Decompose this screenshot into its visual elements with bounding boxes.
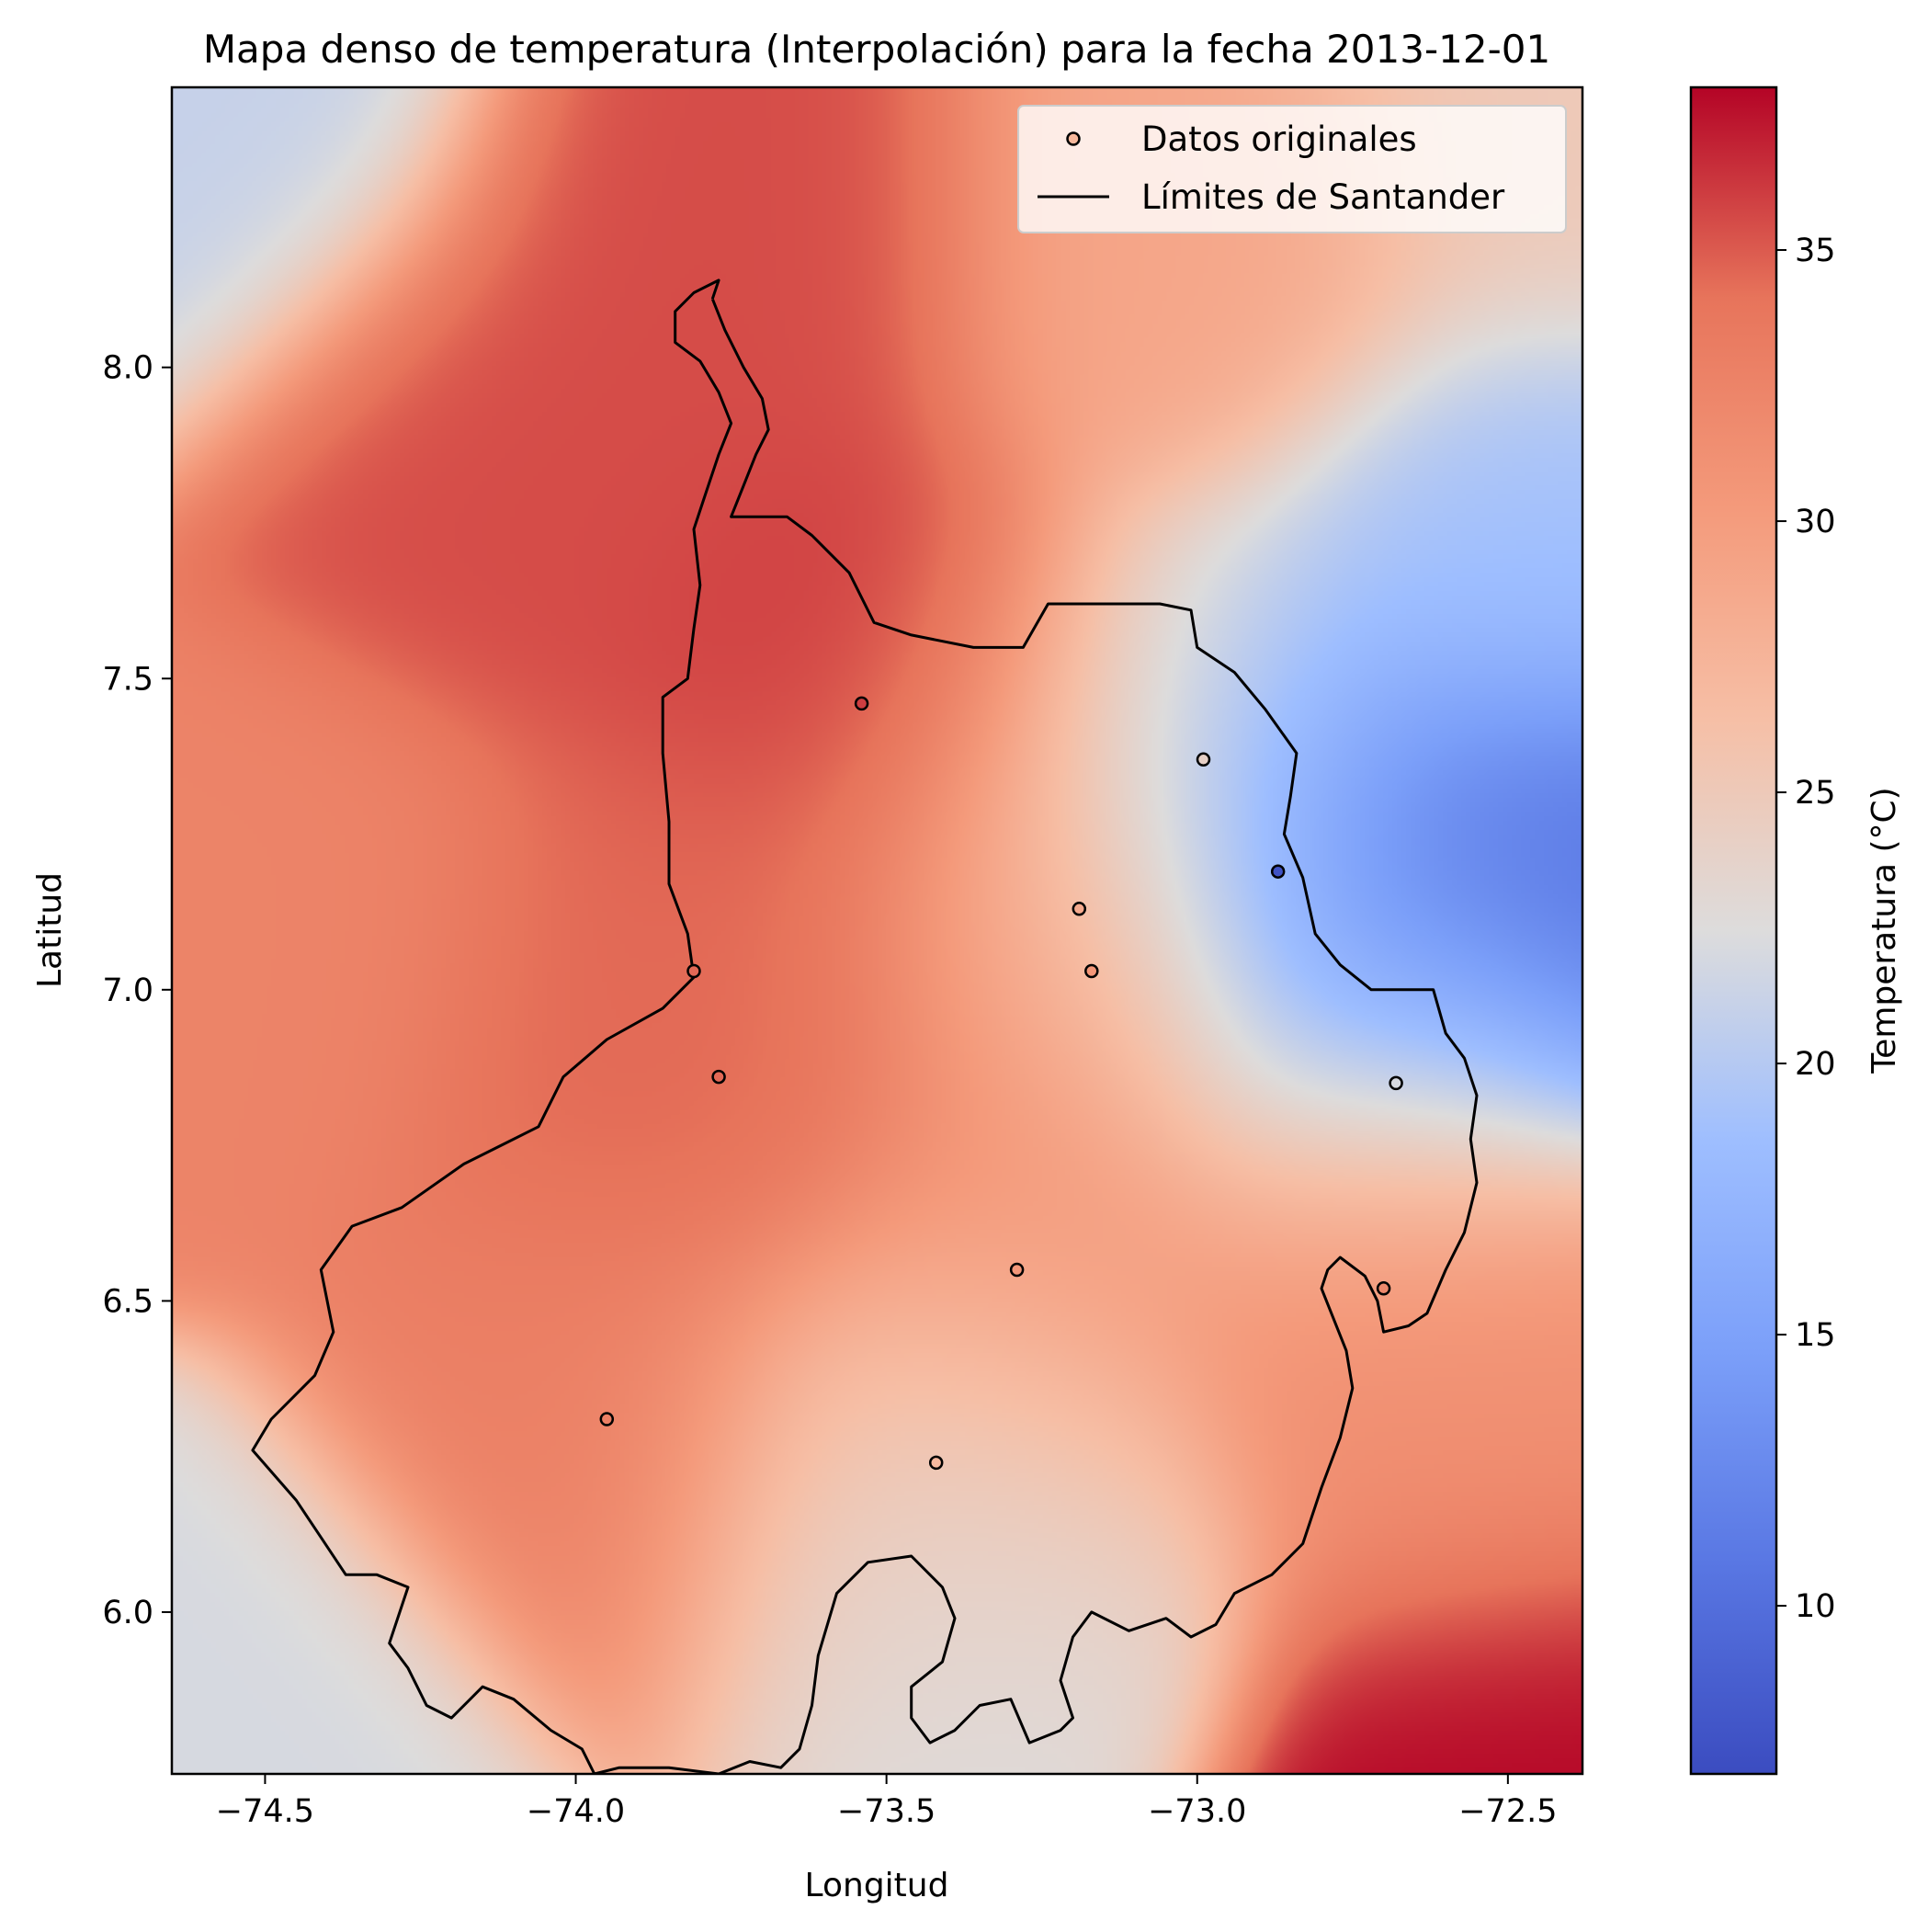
data-point-10 bbox=[1376, 1281, 1391, 1296]
y-tick-label: 6.5 bbox=[102, 1283, 153, 1320]
y-tick-label: 7.5 bbox=[102, 661, 153, 698]
colorbar-gradient bbox=[1689, 85, 1778, 1776]
colorbar-tick-label: 25 bbox=[1795, 775, 1836, 812]
y-tick-label: 8.0 bbox=[102, 350, 153, 387]
colorbar-label: Temperatura (°C) bbox=[1866, 787, 1903, 1074]
legend-box bbox=[1017, 105, 1567, 233]
plot-frame bbox=[170, 85, 1584, 1776]
colorbar-tick-label: 20 bbox=[1795, 1046, 1836, 1083]
data-point-5 bbox=[1084, 963, 1099, 979]
x-axis-label: Longitud bbox=[805, 1867, 949, 1904]
x-tick-label: −74.5 bbox=[216, 1793, 314, 1830]
temperature-heatmap bbox=[172, 87, 1582, 1774]
x-tick-label: −72.5 bbox=[1458, 1793, 1557, 1830]
plot-area bbox=[170, 85, 1584, 1776]
colorbar-tick-label: 35 bbox=[1795, 233, 1836, 269]
data-point-11 bbox=[599, 1412, 615, 1426]
data-point-3 bbox=[1270, 864, 1286, 879]
data-point-8 bbox=[1389, 1075, 1403, 1091]
data-point-9 bbox=[1009, 1262, 1025, 1278]
chart-title: Mapa denso de temperatura (Interpolación… bbox=[203, 27, 1550, 72]
santander-boundary-line bbox=[251, 278, 1479, 1774]
colorbar: 10 15 20 25 30 35 Temperatura (°C) bbox=[1689, 85, 1903, 1776]
x-tick-label: −74.0 bbox=[527, 1793, 625, 1830]
data-point-1 bbox=[854, 696, 869, 711]
data-point-4 bbox=[1072, 902, 1087, 916]
x-tick-label: −73.0 bbox=[1148, 1793, 1246, 1830]
data-point-12 bbox=[928, 1455, 944, 1471]
y-tick-label: 6.0 bbox=[102, 1595, 153, 1631]
y-tick-label: 7.0 bbox=[102, 972, 153, 1009]
colorbar-tick-label: 30 bbox=[1795, 504, 1836, 540]
data-point-2 bbox=[1196, 752, 1211, 767]
colorbar-tick-label: 10 bbox=[1795, 1588, 1836, 1625]
x-tick-label: −73.5 bbox=[837, 1793, 936, 1830]
legend-label-limites: Límites de Santander bbox=[1141, 177, 1505, 217]
legend-marker-datos-originales bbox=[1066, 131, 1081, 146]
data-point-7 bbox=[711, 1069, 726, 1085]
legend-label-datos-originales: Datos originales bbox=[1141, 119, 1417, 159]
y-axis-label: Latitud bbox=[31, 872, 69, 988]
colorbar-tick-label: 15 bbox=[1795, 1317, 1836, 1354]
legend: Datos originales Límites de Santander bbox=[1017, 105, 1567, 233]
data-point-6 bbox=[686, 963, 701, 979]
